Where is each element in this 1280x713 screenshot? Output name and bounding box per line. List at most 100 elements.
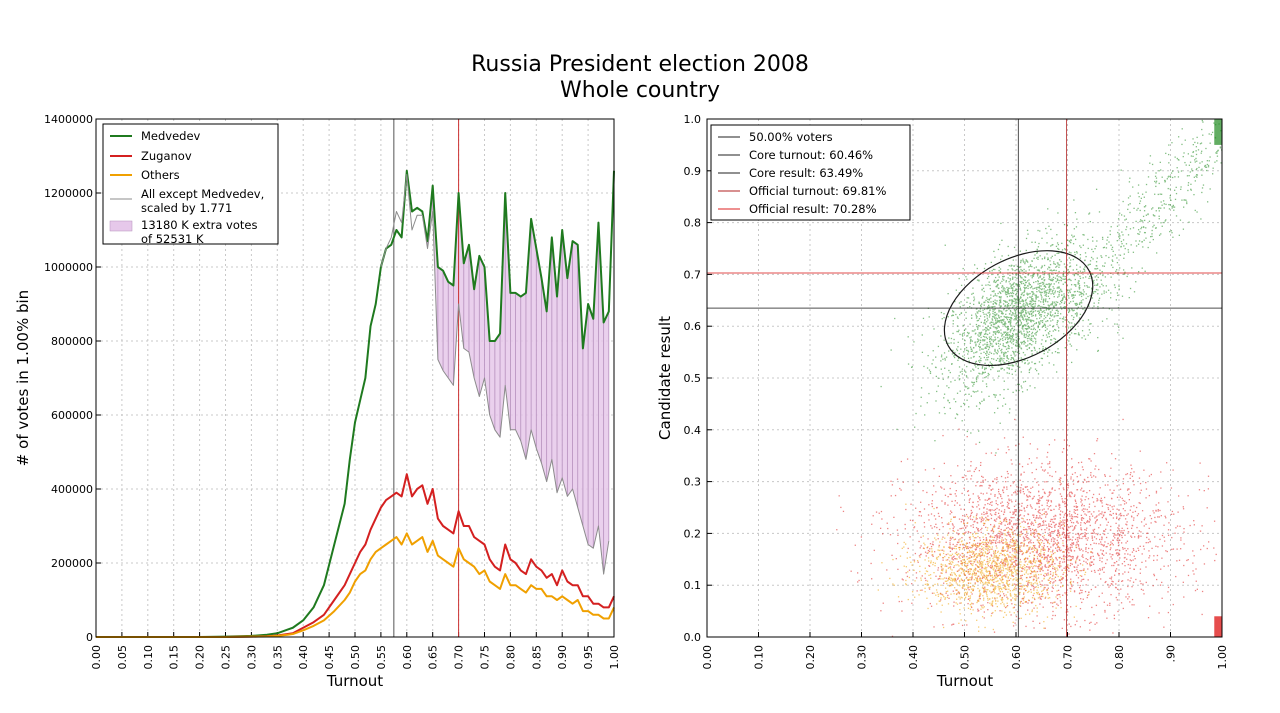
scatter-point <box>1172 170 1174 172</box>
scatter-point <box>1002 352 1005 354</box>
scatter-point <box>998 311 1000 313</box>
scatter-point <box>1117 294 1119 297</box>
scatter-point <box>1036 251 1039 253</box>
scatter-point <box>936 526 938 529</box>
scatter-point <box>1142 215 1145 218</box>
scatter-point <box>958 569 960 571</box>
scatter-point <box>1050 602 1052 604</box>
scatter-point <box>994 317 996 319</box>
scatter-point <box>1084 338 1087 340</box>
scatter-point <box>1071 542 1073 544</box>
scatter-point <box>979 332 981 334</box>
scatter-point <box>1044 299 1047 301</box>
scatter-point <box>1050 283 1052 285</box>
scatter-point <box>944 503 946 505</box>
scatter-point <box>1023 540 1025 542</box>
scatter-point <box>1059 514 1062 516</box>
scatter-point <box>998 299 1001 301</box>
scatter-point <box>1081 578 1083 581</box>
scatter-point <box>1204 164 1207 167</box>
scatter-point <box>1099 499 1102 502</box>
scatter-point <box>1051 270 1053 272</box>
scatter-point <box>985 284 987 286</box>
scatter-point <box>1001 312 1004 314</box>
scatter-point <box>1053 543 1055 545</box>
scatter-point <box>1015 559 1018 562</box>
scatter-point <box>1010 499 1012 501</box>
scatter-point <box>1000 319 1002 322</box>
scatter-point <box>1007 358 1010 360</box>
scatter-point <box>1149 162 1151 164</box>
scatter-point <box>1077 577 1080 579</box>
scatter-point <box>994 299 996 301</box>
scatter-point <box>871 578 873 580</box>
scatter-point <box>1045 514 1047 516</box>
scatter-point <box>1040 343 1043 345</box>
scatter-point <box>1018 271 1021 274</box>
scatter-point <box>988 395 990 398</box>
scatter-point <box>1158 210 1160 212</box>
scatter-point <box>948 369 950 372</box>
scatter-point <box>1040 357 1043 360</box>
scatter-point <box>1046 574 1048 576</box>
scatter-point <box>1023 520 1025 522</box>
scatter-point <box>1047 472 1049 474</box>
scatter-point <box>1117 218 1120 220</box>
scatter-point <box>976 376 978 378</box>
scatter-point <box>1037 296 1039 298</box>
scatter-point <box>1153 214 1155 217</box>
scatter-point <box>919 511 922 513</box>
scatter-point <box>1007 287 1010 289</box>
scatter-point <box>1043 306 1045 309</box>
scatter-point <box>1119 557 1121 559</box>
scatter-point <box>1053 301 1056 303</box>
scatter-point <box>1033 362 1036 365</box>
scatter-point <box>1168 162 1170 164</box>
scatter-point <box>1071 466 1073 469</box>
scatter-point <box>1056 252 1058 254</box>
scatter-point <box>967 351 970 353</box>
scatter-point <box>1043 470 1045 472</box>
scatter-point <box>996 318 999 320</box>
scatter-point <box>1014 510 1016 513</box>
scatter-point <box>962 556 964 559</box>
scatter-point <box>1031 584 1033 587</box>
scatter-point <box>989 314 991 316</box>
scatter-point <box>999 358 1001 360</box>
scatter-point <box>1149 155 1152 157</box>
scatter-point <box>1053 508 1055 511</box>
scatter-point <box>1024 380 1027 383</box>
scatter-point <box>974 364 976 366</box>
scatter-point <box>1013 360 1015 362</box>
scatter-point <box>1113 505 1115 507</box>
scatter-point <box>1183 206 1185 208</box>
scatter-point <box>1098 468 1100 471</box>
scatter-point <box>941 593 943 596</box>
scatter-point <box>1124 565 1126 567</box>
scatter-point <box>1125 596 1127 598</box>
scatter-point <box>930 545 933 548</box>
scatter-point <box>972 390 974 393</box>
scatter-point <box>1192 562 1194 564</box>
scatter-point <box>1041 513 1043 516</box>
scatter-point <box>1112 512 1114 515</box>
scatter-point <box>978 356 981 358</box>
scatter-point <box>1124 547 1126 550</box>
scatter-point <box>1012 545 1014 547</box>
scatter-point <box>1015 274 1018 276</box>
scatter-point <box>971 381 973 383</box>
y-tick-label: 0.9 <box>684 165 702 178</box>
scatter-point <box>1115 479 1118 481</box>
scatter-point <box>933 467 935 470</box>
scatter-point <box>1037 310 1039 312</box>
scatter-point <box>1054 529 1056 532</box>
scatter-point <box>1061 308 1063 310</box>
scatter-point <box>1074 500 1077 502</box>
scatter-point <box>1020 577 1023 579</box>
scatter-point <box>1193 193 1195 196</box>
scatter-point <box>1125 226 1128 228</box>
scatter-point <box>1041 540 1044 542</box>
scatter-point <box>1083 490 1085 492</box>
scatter-point <box>1019 281 1021 283</box>
scatter-point <box>1048 284 1051 286</box>
